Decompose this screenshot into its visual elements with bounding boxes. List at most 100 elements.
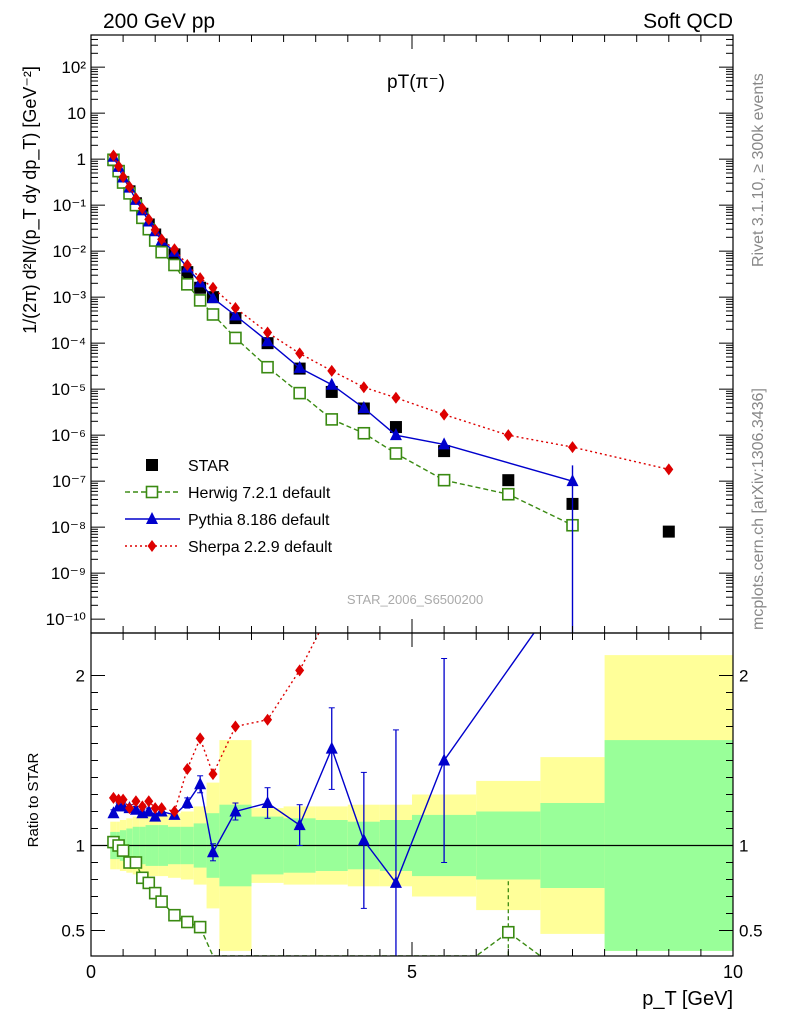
ratio-point	[193, 920, 207, 934]
data-point	[389, 421, 402, 434]
data-point	[131, 192, 141, 205]
legend-label: STAR	[188, 458, 229, 475]
ratio-y-tick-label: 2	[739, 667, 748, 686]
ratio-y-tick-label: 0.5	[739, 922, 763, 941]
data-point	[568, 441, 577, 454]
ratio-point	[157, 802, 167, 815]
data-point	[664, 463, 674, 476]
data-point	[181, 278, 194, 291]
ratio-point	[148, 886, 162, 900]
ratio-y-tick-label: 0.5	[61, 922, 85, 941]
legend-label: Herwig 7.2.1 default	[188, 485, 331, 502]
ratio-point	[131, 795, 141, 808]
ratio-point	[229, 804, 242, 817]
ratio-point	[107, 806, 120, 819]
header-left: 200 GeV pp	[103, 10, 215, 33]
y-tick-label: 10⁻¹	[52, 196, 86, 215]
main-plot-area	[107, 149, 675, 633]
ratio-y-tick-label: 2	[76, 667, 85, 686]
ratio-point	[149, 809, 162, 822]
data-point	[155, 245, 168, 259]
data-point	[501, 487, 515, 501]
y-tick-label: 10²	[61, 58, 86, 77]
main-panel: pT(π⁻) STAR_2006_S6500200 10⁻¹⁰10⁻⁹10⁻⁸1…	[20, 34, 734, 634]
data-point	[168, 258, 181, 272]
ratio-point	[501, 925, 515, 939]
ratio-point	[389, 875, 402, 888]
ratio-point	[150, 802, 160, 815]
data-point	[118, 170, 128, 183]
data-point	[114, 160, 124, 173]
y-tick-label: 10⁻⁴	[51, 334, 86, 353]
y-tick-label: 1	[77, 150, 86, 169]
y-tick-label: 10⁻¹⁰	[46, 610, 87, 629]
rivet-label: Rivet 3.1.10, ≥ 300k events	[750, 73, 767, 267]
data-point	[230, 302, 240, 315]
ratio-point	[118, 793, 128, 806]
data-point	[325, 377, 338, 390]
data-point	[229, 308, 242, 321]
ratio-point	[293, 818, 306, 831]
data-point	[144, 213, 154, 226]
ratio-point	[261, 796, 274, 808]
data-point	[389, 447, 403, 460]
y-tick-label: 10⁻⁷	[52, 472, 86, 491]
data-point	[137, 202, 147, 215]
data-point	[206, 291, 219, 304]
series-line-2	[112, 156, 573, 482]
ratio-axes: 0 5 10 0.5 0.5 1 1 2 2	[61, 633, 763, 982]
legend-label: Sherpa 2.2.9 default	[188, 539, 333, 556]
data-point	[208, 281, 218, 294]
ratio-panel: 0 5 10 0.5 0.5 1 1 2 2 Ratio to STAR p_T [GeV]	[25, 632, 763, 1010]
data-point	[295, 347, 305, 360]
y-tick-label: 10⁻⁶	[51, 426, 86, 445]
data-point	[438, 437, 451, 450]
ratio-point	[182, 763, 192, 775]
data-point	[293, 360, 306, 373]
data-point	[437, 473, 451, 487]
ratio-point	[195, 732, 205, 745]
y-tick-label: 10⁻⁸	[51, 518, 86, 537]
data-point	[325, 413, 339, 426]
data-point	[389, 428, 402, 441]
data-point	[439, 408, 449, 421]
data-point	[125, 180, 135, 193]
x-axis-label: p_T [GeV]	[642, 988, 733, 1010]
y-tick-label: 10⁻⁹	[51, 564, 86, 583]
legend-marker	[146, 512, 158, 524]
mcplots-label: mcplots.cern.ch [arXiv:1306.3436]	[750, 388, 767, 630]
data-point	[662, 525, 675, 538]
data-point	[150, 223, 160, 236]
ratio-point	[125, 802, 135, 815]
data-point	[502, 474, 515, 487]
data-point	[169, 243, 179, 256]
x-tick-label: 5	[407, 962, 417, 982]
ratio-point	[181, 796, 194, 808]
ratio-point	[129, 802, 142, 815]
x-tick-label: 10	[723, 962, 743, 982]
ratio-point	[194, 777, 207, 790]
data-point	[193, 294, 207, 307]
ratio-y-tick-label: 1	[739, 837, 748, 856]
data-point	[359, 381, 369, 394]
ratio-point	[208, 768, 218, 781]
y-tick-label: 10⁻⁵	[51, 380, 86, 399]
data-point	[261, 334, 274, 347]
data-point	[357, 426, 371, 440]
legend-marker	[146, 459, 158, 471]
ratio-point	[155, 895, 168, 908]
legend-label: Pythia 8.186 default	[188, 512, 330, 529]
legend-marker	[147, 540, 157, 552]
main-y-axis: 10⁻¹⁰ 10⁻⁹ 10⁻⁸ 10⁻⁷ 10⁻⁶ 10⁻⁵ 10⁻⁴ 10⁻³ 10⁻² 10⁻…	[46, 34, 734, 633]
ratio-point	[230, 720, 240, 733]
data-point	[157, 233, 167, 246]
ratio-point	[295, 664, 305, 677]
ratio-point	[168, 908, 181, 922]
data-point	[293, 386, 306, 400]
header-right: Soft QCD	[643, 10, 733, 33]
ratio-point	[263, 713, 273, 726]
main-y-axis-label: 1/(2π) d²N/(p_T dy dp_T) [GeV⁻²]	[20, 66, 41, 334]
data-point	[391, 391, 401, 404]
data-point	[327, 364, 337, 377]
y-tick-label: 10⁻²	[52, 242, 86, 261]
